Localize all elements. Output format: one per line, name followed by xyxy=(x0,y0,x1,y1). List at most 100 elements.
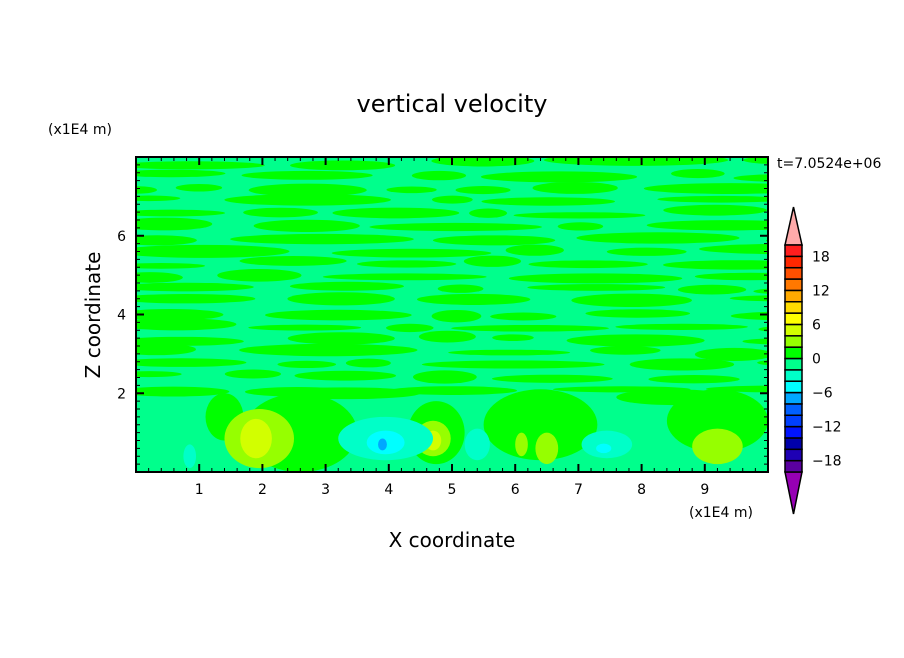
colorbar-swatch xyxy=(784,437,803,451)
x-tick-label: 1 xyxy=(195,482,204,498)
contour-streak xyxy=(663,204,767,216)
contour-streak xyxy=(136,169,226,178)
contour-streak xyxy=(491,374,613,383)
contour-streak xyxy=(753,288,768,294)
contour-streak xyxy=(694,272,768,281)
contour-region xyxy=(483,389,598,461)
contour-streak xyxy=(136,186,157,194)
contour-streak xyxy=(136,336,244,346)
x-tick-label: 6 xyxy=(511,482,520,498)
contour-streak xyxy=(513,212,646,219)
contour-streak xyxy=(248,183,367,197)
contour-streak xyxy=(217,268,302,282)
contour-streak xyxy=(694,347,768,361)
contour-streak xyxy=(543,157,729,166)
contour-streak xyxy=(243,207,318,218)
contour-streak xyxy=(345,358,391,368)
contour-streak xyxy=(136,209,226,217)
x-tick-label: 4 xyxy=(384,482,393,498)
contour-streak xyxy=(224,194,391,206)
contour-streak xyxy=(671,169,725,179)
contour-streak xyxy=(421,360,605,369)
contour-streak xyxy=(331,248,492,258)
colorbar-label: 0 xyxy=(812,352,821,368)
contour-streak xyxy=(265,309,412,321)
contour-streak xyxy=(277,360,337,369)
contour-streak xyxy=(451,324,609,332)
contour-streak xyxy=(505,244,564,256)
contour-streak xyxy=(557,222,604,231)
contour-streak xyxy=(224,369,282,379)
contour-cell xyxy=(464,428,490,461)
contour-streak xyxy=(698,243,768,255)
contour-streak xyxy=(332,207,460,219)
contour-streak xyxy=(677,284,747,295)
colorbar-label: −6 xyxy=(812,386,833,402)
colorbar-label: 12 xyxy=(812,283,830,299)
x-axis-label: X coordinate xyxy=(389,528,516,552)
x-tick-label: 5 xyxy=(448,482,457,498)
contour-streak xyxy=(662,260,768,270)
contour-cell xyxy=(692,428,743,465)
contour-cell xyxy=(378,438,387,451)
contour-streak xyxy=(136,282,254,292)
contour-streak xyxy=(136,358,247,367)
y-unit-label: (x1E4 m) xyxy=(48,122,112,138)
colorbar-swatch xyxy=(784,278,803,292)
contour-streak xyxy=(576,232,740,244)
contour-streak xyxy=(230,233,414,245)
contour-streak xyxy=(481,197,616,206)
colorbar-swatch xyxy=(784,459,803,473)
contour-streak xyxy=(136,318,237,331)
contour-region xyxy=(666,389,768,453)
contour-streak xyxy=(136,217,213,231)
contour-streak xyxy=(615,323,748,330)
contour-streak xyxy=(657,195,768,203)
colorbar-swatch xyxy=(784,357,803,371)
contour-streak xyxy=(239,256,347,266)
colorbar-swatch xyxy=(784,244,803,258)
contour-streak xyxy=(239,343,418,357)
contour-streak xyxy=(463,255,522,267)
colorbar-label: −12 xyxy=(812,420,842,436)
contour-streak xyxy=(385,323,434,333)
contour-streak xyxy=(175,183,223,192)
contour-streak xyxy=(730,311,768,321)
contour-region xyxy=(268,387,421,400)
contour-streak xyxy=(287,292,395,306)
chart-title: vertical velocity xyxy=(357,90,548,118)
contour-streak xyxy=(411,170,467,181)
colorbar-label: −18 xyxy=(812,454,842,470)
contour-streak xyxy=(590,346,661,355)
contour-streak xyxy=(136,386,230,397)
contour-streak xyxy=(136,244,290,258)
contour-streak xyxy=(287,332,395,345)
contour-streak xyxy=(585,309,691,318)
colorbar-swatch xyxy=(784,312,803,326)
contour-streak xyxy=(606,247,687,256)
contour-streak xyxy=(386,186,437,194)
contour-streak xyxy=(492,334,534,342)
contour-streak xyxy=(532,181,618,194)
x-unit-label: (x1E4 m) xyxy=(689,505,753,521)
contour-streak xyxy=(648,375,740,384)
contour-cell xyxy=(535,432,559,465)
contour-cell xyxy=(240,418,272,459)
colorbar-swatch xyxy=(784,335,803,348)
y-tick-label: 6 xyxy=(117,229,126,245)
contour-streak xyxy=(528,260,648,269)
contour-streak xyxy=(241,170,373,180)
contour-streak xyxy=(566,334,705,347)
contour-streak xyxy=(248,324,362,331)
time-label: t=7.0524e+06 xyxy=(777,156,881,172)
colorbar-swatch xyxy=(784,369,803,382)
contour-streak xyxy=(356,260,457,268)
contour-streak xyxy=(508,273,683,284)
colorbar-swatch xyxy=(784,346,803,360)
contour-streak xyxy=(369,222,543,232)
contour-streak xyxy=(289,281,404,291)
contour-streak xyxy=(437,284,484,293)
colorbar-swatch xyxy=(784,289,803,303)
